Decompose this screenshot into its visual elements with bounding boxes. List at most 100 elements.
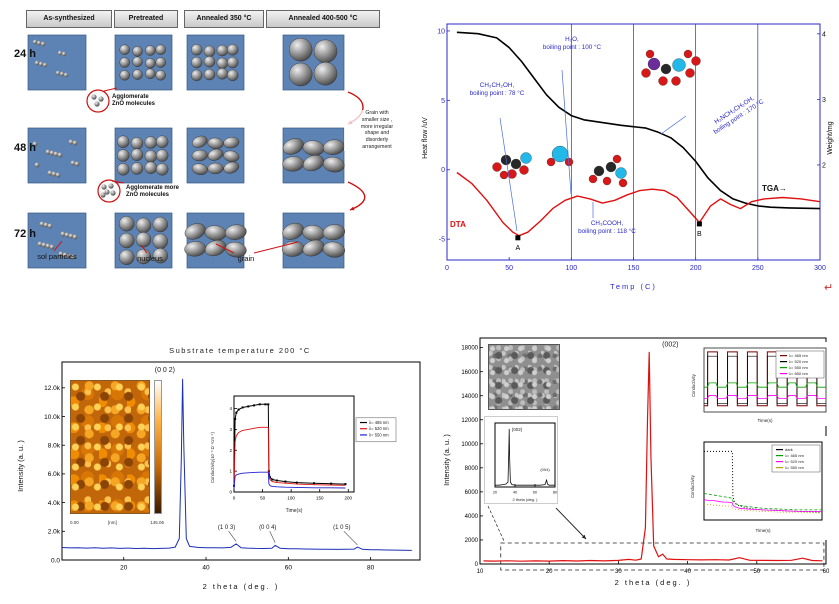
svg-text:0: 0 <box>229 490 232 495</box>
svg-text:100: 100 <box>565 265 577 272</box>
svg-text:80: 80 <box>553 491 557 495</box>
svg-text:60: 60 <box>533 491 537 495</box>
annotation-ethanol: CH₃CH₂OH, boiling point : 78 °C <box>469 82 525 98</box>
tga-arrow-icon: → <box>778 184 787 193</box>
svg-text:3: 3 <box>822 97 826 104</box>
column-header-annealed-350: Annealed 350 °C <box>184 10 264 28</box>
chart-title: Substrate temperature 200 °C <box>169 346 311 355</box>
svg-text:10: 10 <box>437 28 445 35</box>
svg-text:10: 10 <box>477 569 484 575</box>
svg-text:2 theta (deg. ): 2 theta (deg. ) <box>513 497 539 502</box>
svg-text:λ= 520 nm: λ= 520 nm <box>785 459 804 464</box>
afm-scale-min: 0.00 <box>70 520 79 525</box>
svg-text:6000: 6000 <box>465 490 479 496</box>
growth-schematic-panel: As-synthesized Pretreated Annealed 350 °… <box>8 4 418 294</box>
xrd-substrate-panel: 20 40 60 80 0.0 2.0k 4.0k 6.0k 8.0k 10.0k 12.0k (0 … <box>10 336 430 602</box>
label-grain: grain <box>237 254 255 263</box>
svg-text:50: 50 <box>753 569 760 575</box>
xrd-mini-inset-chart: 20 40 60 80 (002) (004) 2 theta (deg. ) <box>493 422 557 502</box>
two-theta-axis-label-2: 2 theta (deg. ) <box>614 578 692 587</box>
afm-scale-unit: [nm] <box>108 520 117 525</box>
svg-text:0.0: 0.0 <box>51 557 60 564</box>
intensity-axis-label-2: Intensity (a. u. ) <box>442 434 451 486</box>
svg-text:2.0k: 2.0k <box>48 529 61 536</box>
svg-text:6.0k: 6.0k <box>48 471 61 478</box>
grain-note: Grain with smaller size , more irregular… <box>344 110 410 151</box>
svg-text:dark: dark <box>785 447 793 452</box>
tga-label-text: TGA <box>762 184 779 193</box>
svg-text:0: 0 <box>441 167 445 174</box>
svg-text:12.0k: 12.0k <box>44 385 61 392</box>
svg-text:16000: 16000 <box>461 370 478 376</box>
svg-text:0: 0 <box>233 496 236 501</box>
column-header-as-synthesized: As-synthesized <box>26 10 112 28</box>
svg-text:5: 5 <box>441 98 445 105</box>
svg-text:λ= 465 nm: λ= 465 nm <box>369 420 389 425</box>
intensity-axis-label: Intensity (a. u. ) <box>16 440 25 492</box>
svg-text:3: 3 <box>229 427 232 432</box>
svg-text:λ= 520 nm: λ= 520 nm <box>789 359 808 364</box>
tga-curve-label: TGA→ <box>762 184 787 193</box>
svg-text:250: 250 <box>752 265 764 272</box>
svg-text:100: 100 <box>287 496 295 501</box>
agglomerate-callout-1: Agglomerate ZnO molecules <box>112 94 156 107</box>
svg-text:(002): (002) <box>512 427 523 432</box>
row-label-24h: 24 h <box>14 48 37 60</box>
label-nucleus: nucleus <box>137 254 163 263</box>
dta-tga-chart: 0 50 100 150 200 250 300 -5 0 5 10 2 3 4 A B <box>437 23 826 272</box>
dta-curve-label: DTA <box>450 220 466 229</box>
svg-text:40: 40 <box>513 491 517 495</box>
svg-text:80: 80 <box>367 565 375 572</box>
row-label-72h: 72 h <box>14 228 37 240</box>
return-mark: ↵ <box>824 282 834 294</box>
svg-text:20: 20 <box>546 569 553 575</box>
svg-text:λ= 650 nm: λ= 650 nm <box>789 371 808 376</box>
svg-text:(0 0 2): (0 0 2) <box>155 367 175 374</box>
svg-text:10000: 10000 <box>461 442 478 448</box>
conductivity-inset: 0 50 100 150 200 0 1 2 3 4 λ= 465 nm λ= 520 nm λ= 55… <box>208 388 398 520</box>
svg-text:8000: 8000 <box>465 466 479 472</box>
sem-inset-image <box>488 344 560 410</box>
dta-tga-panel: 0 50 100 150 200 250 300 -5 0 5 10 2 3 4 A B Heat flow … <box>420 8 839 304</box>
weight-axis-label: Weight/mg <box>827 121 834 155</box>
svg-text:2000: 2000 <box>465 538 479 544</box>
svg-text:200: 200 <box>690 265 702 272</box>
svg-text:λ= 465 nm: λ= 465 nm <box>789 353 808 358</box>
svg-text:4: 4 <box>822 31 826 38</box>
svg-text:300: 300 <box>814 265 826 272</box>
svg-text:4: 4 <box>229 406 232 411</box>
temp-axis-label: Temp (C) <box>610 282 657 291</box>
svg-text:Time(s): Time(s) <box>286 508 303 514</box>
svg-text:14000: 14000 <box>461 394 478 400</box>
agglomerate-callout-2: Agglomerate more ZnO molecules <box>126 185 180 198</box>
svg-text:18000: 18000 <box>461 346 478 352</box>
svg-text:(1 0 3): (1 0 3) <box>218 525 235 531</box>
photoresponse-inset: λ= 465 nm λ= 520 nm λ= 550 nm λ= 650 nm Time… <box>688 342 830 426</box>
growth-diagram-canvas <box>27 34 366 269</box>
two-theta-axis-label: 2 theta (deg. ) <box>202 582 280 591</box>
svg-text:Time(s): Time(s) <box>757 418 773 423</box>
decay-inset: dark λ= 465 nm λ= 520 nm λ= 550 nm Time(s) Co… <box>688 436 828 540</box>
svg-text:Time(s): Time(s) <box>755 528 771 533</box>
svg-text:λ= 520 nm: λ= 520 nm <box>369 426 389 431</box>
svg-text:50: 50 <box>260 496 266 501</box>
xrd-substrate-chart: 20 40 60 800.02.0k4.0k6.0k8.0k10.0k12.0k(0 … <box>44 361 421 572</box>
svg-text:λ= 550 nm: λ= 550 nm <box>785 465 804 470</box>
svg-text:60: 60 <box>285 565 293 572</box>
svg-text:20: 20 <box>120 565 128 572</box>
svg-text:150: 150 <box>628 265 640 272</box>
svg-text:1: 1 <box>229 469 232 474</box>
label-sol-particles: sol particles <box>37 252 77 261</box>
afm-inset: 0.00 [nm] 145.06 <box>70 380 164 526</box>
svg-text:4.0k: 4.0k <box>48 500 61 507</box>
svg-text:A: A <box>516 245 521 252</box>
xrd-film-panel: 10 20 30 40 50 60 0 2000 4000 6000 8000 10000 12000 1… <box>438 320 836 604</box>
svg-text:Conductivity: Conductivity <box>691 373 696 397</box>
conductivity-inset-chart: 0 50 100 150 200 0 1 2 3 4 λ= 465 nmλ= 520 nmλ= 55… <box>210 395 397 514</box>
svg-text:30: 30 <box>615 569 622 575</box>
svg-text:8.0k: 8.0k <box>48 442 61 449</box>
afm-color-scale <box>154 380 162 514</box>
svg-text:20: 20 <box>493 491 497 495</box>
svg-text:-5: -5 <box>439 237 445 244</box>
